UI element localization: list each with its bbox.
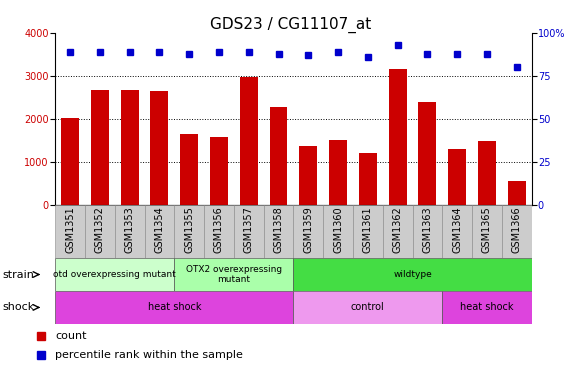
Bar [472,205,502,258]
Text: GSM1363: GSM1363 [422,206,432,253]
Text: GSM1364: GSM1364 [452,206,462,253]
Text: GDS23 / CG11107_at: GDS23 / CG11107_at [210,16,371,33]
Text: OTX2 overexpressing
mutant: OTX2 overexpressing mutant [186,265,282,284]
Text: shock: shock [2,302,34,313]
Bar [502,205,532,258]
Text: GSM1353: GSM1353 [125,206,135,253]
Text: GSM1360: GSM1360 [333,206,343,253]
Bar [293,205,323,258]
Bar [418,102,436,205]
Text: GSM1355: GSM1355 [184,206,194,253]
Bar [353,205,383,258]
Bar [61,118,79,205]
Bar [359,153,376,205]
Bar [478,141,496,205]
Text: GSM1358: GSM1358 [274,206,284,253]
Text: GSM1366: GSM1366 [512,206,522,253]
Bar [180,134,198,205]
Bar [85,205,115,258]
Bar [389,70,407,205]
Text: GSM1359: GSM1359 [303,206,313,253]
Text: otd overexpressing mutant: otd overexpressing mutant [53,270,176,279]
Text: heat shock: heat shock [148,302,201,313]
Text: count: count [55,331,87,341]
Bar [240,77,258,205]
Bar [383,205,413,258]
Bar [91,90,109,205]
Bar [264,205,293,258]
Bar [442,205,472,258]
Text: GSM1351: GSM1351 [65,206,75,253]
Bar [150,90,168,205]
Bar [299,146,317,205]
Bar [329,141,347,205]
Text: GSM1352: GSM1352 [95,206,105,253]
Bar [204,205,234,258]
Bar [174,258,293,291]
Bar [55,258,174,291]
Text: GSM1357: GSM1357 [244,206,254,253]
Bar [121,90,139,205]
Bar [115,205,145,258]
Text: GSM1361: GSM1361 [363,206,373,253]
Text: heat shock: heat shock [460,302,514,313]
Bar [323,205,353,258]
Bar [413,205,442,258]
Bar [210,137,228,205]
Text: control: control [351,302,385,313]
Text: wildtype: wildtype [393,270,432,279]
Text: percentile rank within the sample: percentile rank within the sample [55,351,243,361]
Bar [234,205,264,258]
Text: GSM1365: GSM1365 [482,206,492,253]
Bar [508,181,526,205]
Bar [174,205,204,258]
Bar [293,258,532,291]
Bar [442,291,532,324]
Bar [55,291,293,324]
Bar [145,205,174,258]
Bar [449,149,466,205]
Text: GSM1356: GSM1356 [214,206,224,253]
Bar [293,291,442,324]
Bar [55,205,85,258]
Text: GSM1362: GSM1362 [393,206,403,253]
Bar [270,107,288,205]
Text: strain: strain [2,269,34,280]
Text: GSM1354: GSM1354 [155,206,164,253]
